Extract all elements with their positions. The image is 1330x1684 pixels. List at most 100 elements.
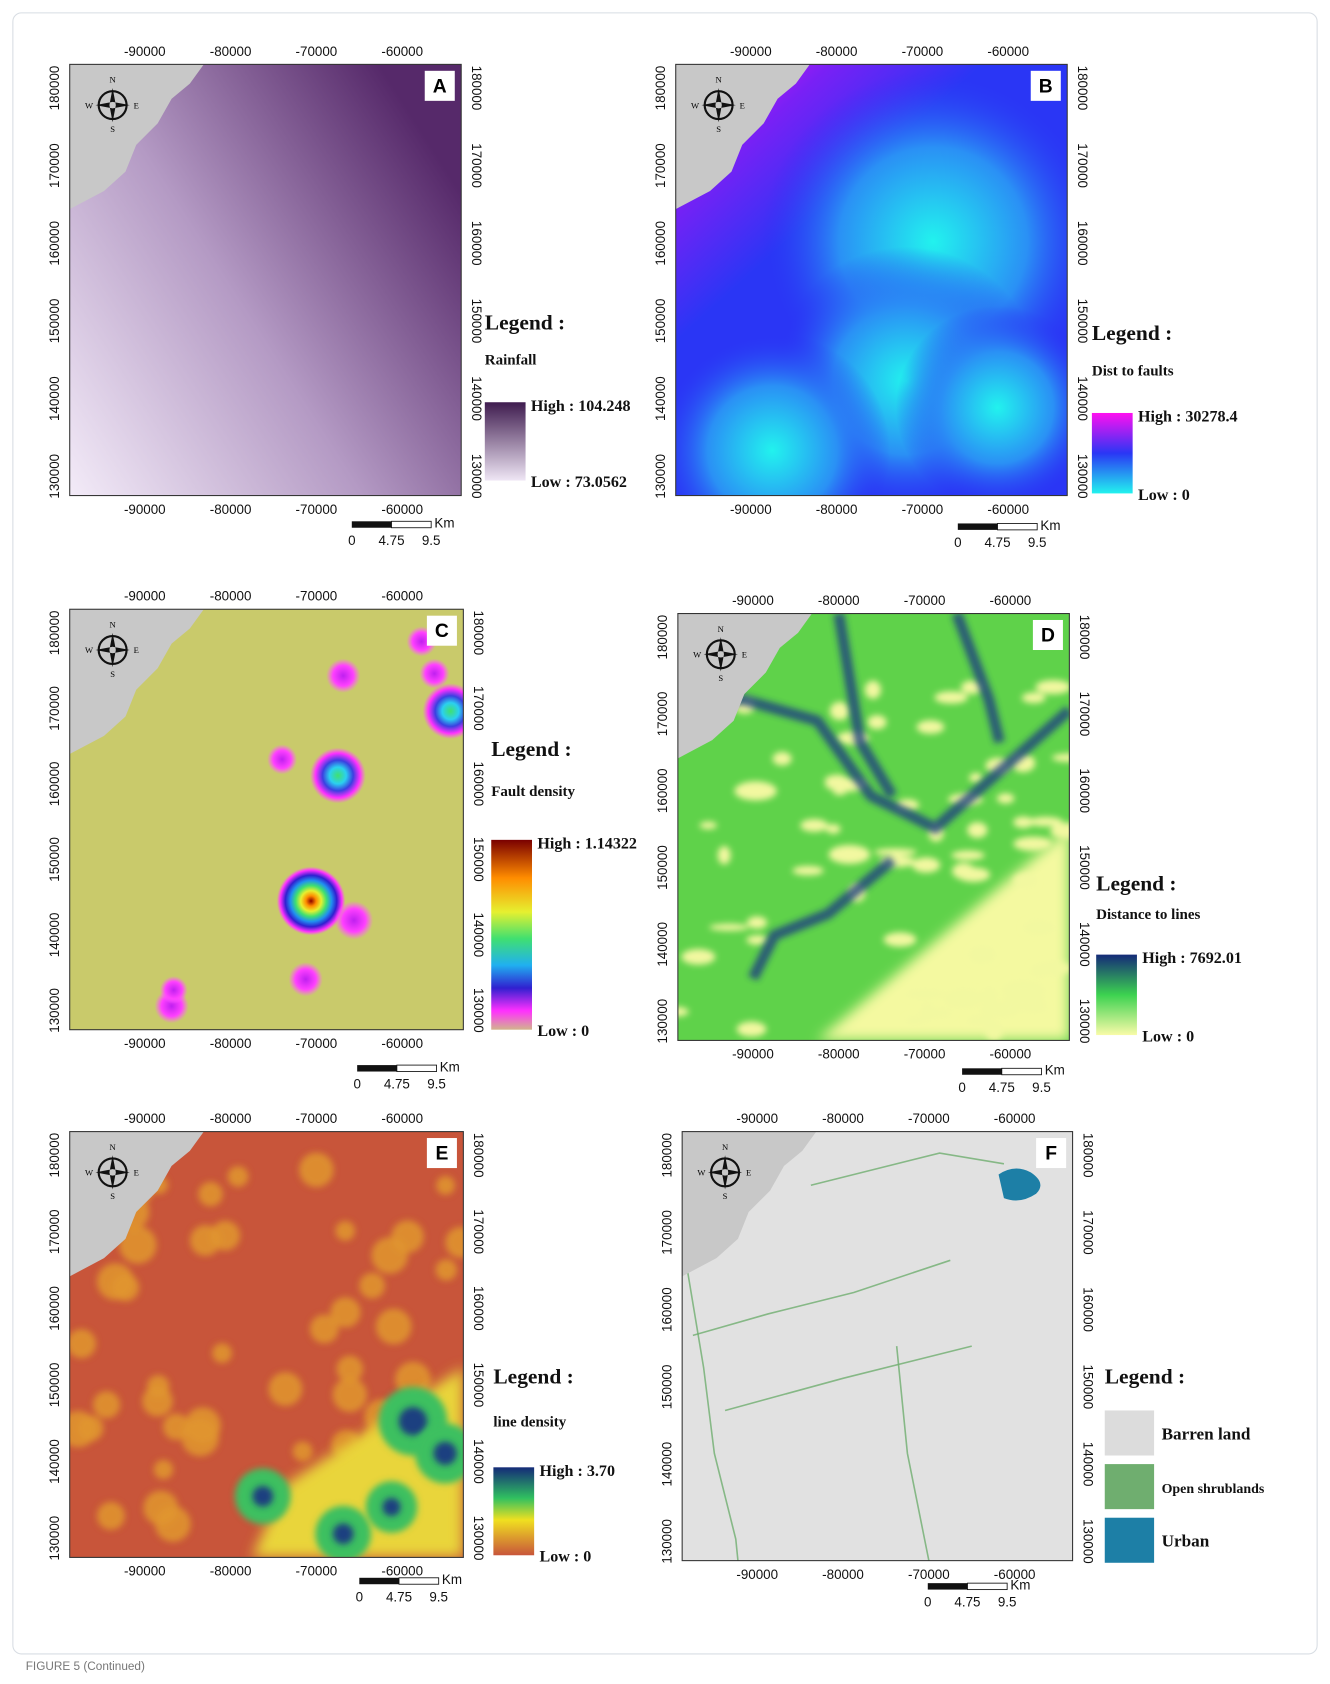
y-tick-label: 170000 — [47, 1209, 62, 1254]
y-tick-label: 140000 — [1077, 922, 1092, 967]
x-tick-label: -80000 — [818, 1047, 860, 1062]
raster-zone — [734, 781, 776, 800]
y-tick-label: 180000 — [47, 611, 62, 656]
scale-label: 0 — [924, 1595, 931, 1610]
raster-zone — [181, 1419, 219, 1457]
figure: FIGURE 5 (Continued) ANSEW-90000-90000-8… — [0, 0, 1330, 1684]
raster-zone — [896, 306, 1100, 510]
y-tick-label: 150000 — [653, 299, 668, 344]
raster-zone — [905, 990, 945, 999]
map — [57, 1132, 476, 1562]
x-tick-label: -70000 — [296, 589, 338, 604]
y-tick-label: 160000 — [659, 1287, 674, 1332]
y-tick-label: 140000 — [471, 913, 486, 958]
y-tick-label: 150000 — [659, 1365, 674, 1410]
legend-low: Low : 73.0562 — [531, 474, 627, 491]
legend-ramp — [1096, 955, 1137, 1035]
y-tick-label: 180000 — [655, 615, 670, 660]
raster-zone — [800, 819, 828, 832]
y-tick-label: 170000 — [1080, 1210, 1095, 1255]
legend-high: High : 7692.01 — [1142, 950, 1242, 967]
legend-low: Low : 0 — [537, 1023, 589, 1040]
y-tick-label: 150000 — [47, 1363, 62, 1408]
raster-zone — [293, 1441, 313, 1461]
panel-label: A — [433, 76, 447, 97]
raster-zone — [436, 1259, 457, 1280]
raster-zone — [160, 976, 188, 1004]
y-tick-label: 180000 — [1077, 615, 1092, 660]
raster-zone — [310, 1314, 339, 1343]
x-tick-label: -60000 — [994, 1111, 1036, 1126]
compass-letter: W — [85, 645, 94, 655]
x-tick-label: -60000 — [381, 1036, 423, 1051]
y-tick-label: 160000 — [653, 221, 668, 266]
panel-label: F — [1045, 1143, 1057, 1164]
y-tick-label: 160000 — [655, 768, 670, 813]
compass-letter: W — [85, 100, 94, 110]
raster-zone — [1013, 873, 1036, 887]
scale-label: 4.75 — [989, 1080, 1015, 1095]
raster-zone — [154, 1460, 173, 1479]
x-tick-label: -90000 — [124, 1111, 166, 1126]
y-tick-label: 170000 — [653, 143, 668, 188]
y-tick-label: 150000 — [471, 1363, 486, 1408]
panel-label: C — [435, 621, 449, 642]
legend-name: Fault density — [491, 784, 575, 800]
map-panel: DNSEW-90000-90000-80000-80000-70000-7000… — [655, 593, 1242, 1095]
y-tick-label: 180000 — [1075, 66, 1090, 111]
scale-label: 9.5 — [1028, 535, 1047, 550]
compass-letter: S — [110, 669, 115, 679]
raster-zone — [917, 720, 945, 734]
y-tick-label: 130000 — [653, 454, 668, 499]
x-tick-label: -70000 — [904, 1047, 946, 1062]
raster-zone — [826, 824, 841, 833]
raster-zone — [399, 1407, 427, 1435]
y-tick-label: 130000 — [47, 454, 62, 499]
raster-zone — [829, 845, 871, 864]
y-tick-label: 170000 — [471, 1209, 486, 1254]
x-tick-label: -80000 — [816, 44, 858, 59]
raster-zone — [700, 822, 717, 829]
scale-bar — [397, 1065, 437, 1071]
raster-zone — [310, 748, 366, 804]
y-tick-label: 150000 — [47, 299, 62, 344]
map — [682, 1132, 1072, 1561]
x-tick-label: -90000 — [730, 502, 772, 517]
y-tick-label: 130000 — [47, 988, 62, 1033]
y-tick-label: 170000 — [659, 1210, 674, 1255]
map-panel: FNSEW-90000-90000-80000-80000-70000-7000… — [659, 1111, 1264, 1610]
scale-label: 9.5 — [422, 533, 441, 548]
raster-zone — [67, 1329, 96, 1358]
raster-zone — [190, 1225, 221, 1256]
y-tick-label: 140000 — [655, 922, 670, 967]
y-tick-label: 140000 — [653, 376, 668, 421]
y-tick-label: 130000 — [471, 988, 486, 1033]
raster-zone — [773, 752, 792, 766]
x-tick-label: -90000 — [124, 1564, 166, 1579]
raster-zone — [957, 867, 990, 882]
y-tick-label: 130000 — [1077, 999, 1092, 1044]
y-tick-label: 160000 — [469, 221, 484, 266]
raster-zone — [792, 866, 823, 875]
legend-high: High : 3.70 — [540, 1463, 615, 1480]
y-tick-label: 160000 — [471, 762, 486, 807]
scale-label: 0 — [356, 1589, 363, 1604]
raster-zone — [985, 1022, 1002, 1040]
y-tick-label: 180000 — [471, 1133, 486, 1178]
x-tick-label: -80000 — [822, 1111, 864, 1126]
scale-bar — [359, 1578, 399, 1584]
x-tick-label: -60000 — [987, 44, 1029, 59]
compass-letter: W — [697, 1168, 706, 1178]
x-tick-label: -70000 — [902, 44, 944, 59]
legend-item: Barren land — [1162, 1424, 1251, 1443]
y-tick-label: 170000 — [1075, 143, 1090, 188]
y-tick-label: 140000 — [471, 1439, 486, 1484]
legend-item: Urban — [1162, 1532, 1210, 1551]
compass-letter: N — [110, 1142, 116, 1152]
raster-zone — [969, 946, 995, 963]
raster-zone — [912, 857, 940, 872]
y-tick-label: 180000 — [47, 1133, 62, 1178]
compass-letter: N — [716, 75, 722, 85]
y-tick-label: 140000 — [659, 1442, 674, 1487]
raster-zone — [436, 1176, 455, 1195]
